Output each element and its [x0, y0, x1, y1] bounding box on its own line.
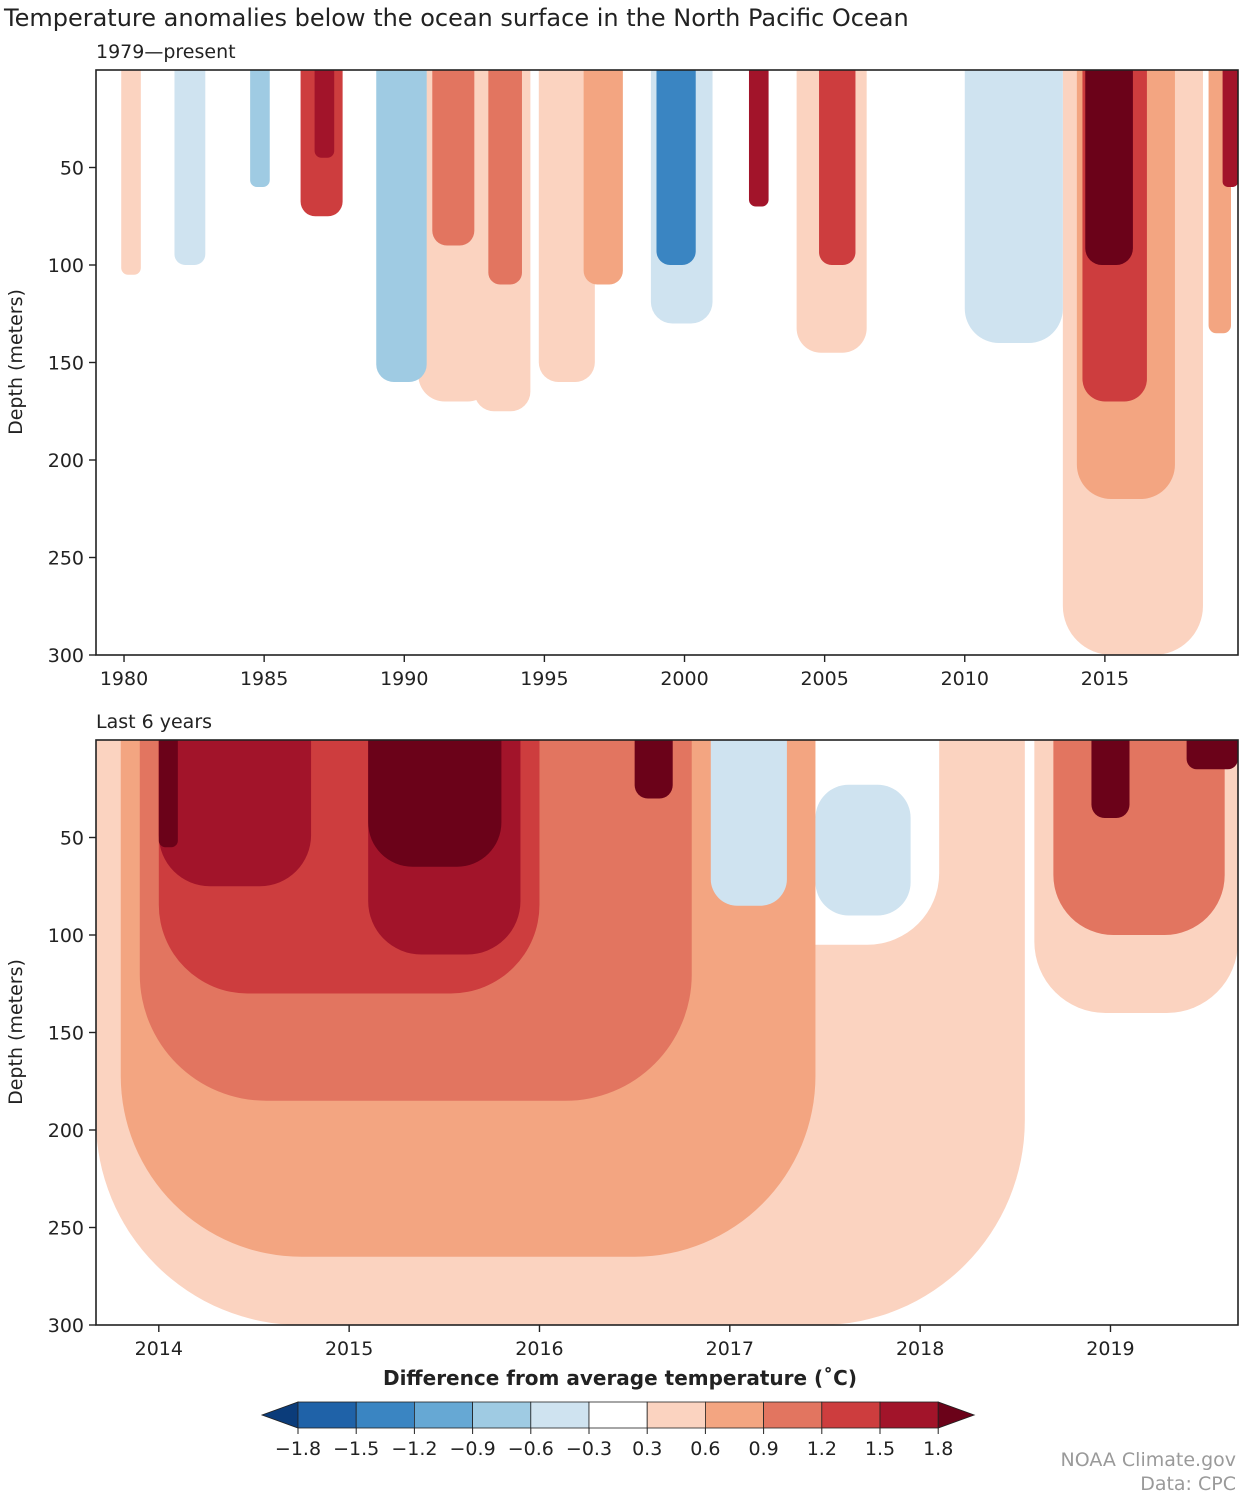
anomaly-region [368, 740, 502, 867]
colorbar: Difference from average temperature (˚C)… [260, 1366, 976, 1460]
x-tick-label: 2014 [135, 1338, 183, 1360]
panel-2-y-axis-label: Depth (meters) [5, 959, 27, 1105]
y-tick-label: 250 [48, 1218, 84, 1240]
y-tick-label: 50 [60, 158, 84, 180]
x-tick-label: 2015 [1081, 668, 1129, 690]
anomaly-region [1091, 740, 1130, 818]
figure-title: Temperature anomalies below the ocean su… [3, 4, 909, 32]
x-tick-label: 2018 [896, 1338, 944, 1360]
colorbar-swatch [355, 1401, 415, 1429]
colorbar-tick-label: 1.8 [923, 1438, 953, 1460]
x-tick-label: 2010 [941, 668, 989, 690]
x-tick-label: 1985 [240, 668, 288, 690]
x-tick-label: 1990 [380, 668, 428, 690]
anomaly-region [634, 740, 673, 799]
x-tick-label: 2019 [1086, 1338, 1134, 1360]
panel-2-axes: 2014 2015 2016 2017 2018 2019 50 100 150 200 250 30… [48, 828, 1135, 1361]
anomaly-region [376, 70, 427, 382]
anomaly-region [158, 740, 312, 887]
anomaly-region [819, 70, 856, 265]
y-tick-label: 200 [48, 1120, 84, 1142]
colorbar-swatch [530, 1401, 590, 1429]
y-tick-label: 300 [48, 645, 84, 667]
panel-2-subtitle: Last 6 years [96, 711, 212, 733]
y-tick-label: 100 [48, 925, 84, 947]
panel-2-anomaly-field [96, 740, 1238, 1325]
colorbar-tick-label: −0.3 [566, 1438, 612, 1460]
anomaly-region [1053, 740, 1225, 935]
x-tick-label: 2000 [660, 668, 708, 690]
colorbar-tick-label: −1.8 [275, 1438, 321, 1460]
colorbar-swatch [413, 1401, 473, 1429]
anomaly-region [710, 740, 787, 906]
anomaly-region [174, 70, 206, 265]
x-tick-label: 2015 [325, 1338, 373, 1360]
anomaly-region [880, 70, 979, 265]
y-tick-label: 50 [60, 828, 84, 850]
panel-1-y-axis-label: Depth (meters) [5, 289, 27, 435]
colorbar-tick-label: −1.2 [391, 1438, 437, 1460]
colorbar-tick-label: 0.3 [632, 1438, 662, 1460]
colorbar-swatches: −1.8 −1.5 −1.2 −0.9 −0.6 −0.3 0.3 0.6 0.9 1.2 1.5 1… [260, 1401, 976, 1460]
credit-noaa: NOAA Climate.gov [1061, 1449, 1236, 1471]
anomaly-region [1085, 70, 1133, 265]
colorbar-swatch [879, 1401, 939, 1429]
anomaly-region [1222, 70, 1238, 187]
colorbar-swatch [472, 1401, 532, 1429]
colorbar-swatch [705, 1401, 765, 1429]
colorbar-title: Difference from average temperature (˚C) [383, 1366, 857, 1390]
anomaly-region [815, 784, 911, 916]
anomaly-region [1186, 740, 1238, 770]
y-tick-label: 100 [48, 255, 84, 277]
y-tick-label: 200 [48, 450, 84, 472]
colorbar-swatch [763, 1401, 823, 1429]
colorbar-tick-label: 0.9 [748, 1438, 778, 1460]
credit-data-source: Data: CPC [1140, 1473, 1236, 1495]
anomaly-region [964, 70, 1063, 343]
y-tick-label: 300 [48, 1315, 84, 1337]
x-tick-label: 2005 [800, 668, 848, 690]
colorbar-swatch [646, 1401, 706, 1429]
anomaly-region [488, 70, 522, 285]
colorbar-tick-label: 0.6 [690, 1438, 720, 1460]
colorbar-tick-label: −1.5 [333, 1438, 379, 1460]
anomaly-region [314, 70, 335, 158]
x-tick-label: 2016 [515, 1338, 563, 1360]
colorbar-tick-label: −0.9 [450, 1438, 496, 1460]
colorbar-extend-low [260, 1401, 299, 1429]
x-tick-label: 1995 [520, 668, 568, 690]
anomaly-region [583, 70, 623, 285]
panel-1-axes: 1980 1985 1990 1995 2000 2005 2010 2015 50 100 150… [48, 158, 1129, 691]
panel-1-anomaly-field [121, 70, 1238, 655]
anomaly-region [538, 70, 595, 382]
anomaly-region [250, 70, 270, 187]
colorbar-swatch [588, 1401, 648, 1429]
panel-last-6-years: Last 6 years 2014 2015 2016 2017 2018 2019 50 1… [5, 711, 1239, 1361]
panel-1-subtitle: 1979—present [96, 41, 236, 63]
colorbar-tick-label: 1.2 [807, 1438, 837, 1460]
y-tick-label: 250 [48, 548, 84, 570]
anomaly-region [121, 70, 141, 275]
y-tick-label: 150 [48, 1023, 84, 1045]
x-tick-label: 1980 [100, 668, 148, 690]
colorbar-tick-label: 1.5 [865, 1438, 895, 1460]
anomaly-region [158, 740, 178, 848]
colorbar-swatch [297, 1401, 357, 1429]
colorbar-extend-high [937, 1401, 976, 1429]
anomaly-region [432, 70, 475, 246]
y-tick-label: 150 [48, 353, 84, 375]
anomaly-region [656, 70, 696, 265]
anomaly-region [748, 70, 769, 207]
panel-1979-present: 1979—present 1980 1985 1990 1995 2000 2005 201… [5, 41, 1239, 691]
colorbar-swatch [821, 1401, 881, 1429]
colorbar-tick-label: −0.6 [508, 1438, 554, 1460]
x-tick-label: 2017 [706, 1338, 754, 1360]
